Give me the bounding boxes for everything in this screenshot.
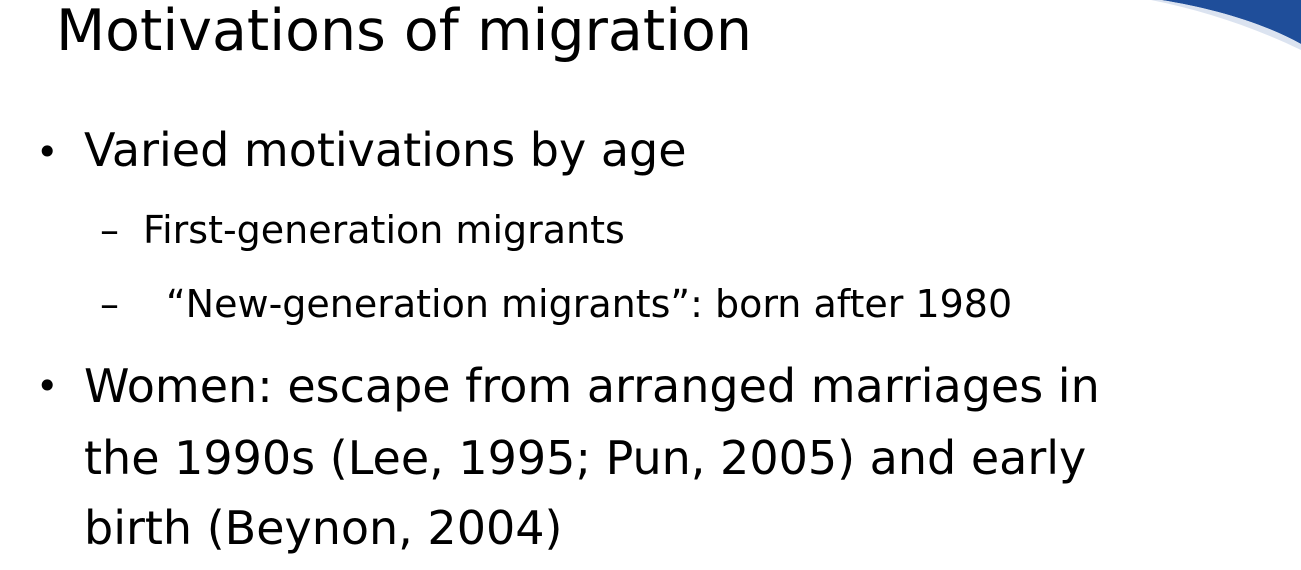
- slide-title: Motivations of migration: [56, 0, 753, 64]
- subitem-new-generation: “New-generation migrants”: born after 19…: [166, 282, 1013, 326]
- subitem-marker: –: [100, 208, 119, 252]
- bullet-text-women-line-2: the 1990s (Lee, 1995; Pun, 2005) and ear…: [84, 431, 1087, 485]
- bullet-marker: •: [36, 364, 59, 408]
- bullet-text-motivations-by-age: Varied motivations by age: [84, 123, 687, 177]
- corner-swoosh-decoration: [1151, 0, 1301, 50]
- subitem-first-generation: First-generation migrants: [143, 208, 625, 252]
- bullet-text-women-line-3: birth (Beynon, 2004): [84, 501, 563, 555]
- bullet-marker: •: [36, 130, 59, 174]
- bullet-text-women-line-1: Women: escape from arranged marriages in: [84, 359, 1100, 413]
- subitem-marker: –: [100, 282, 119, 326]
